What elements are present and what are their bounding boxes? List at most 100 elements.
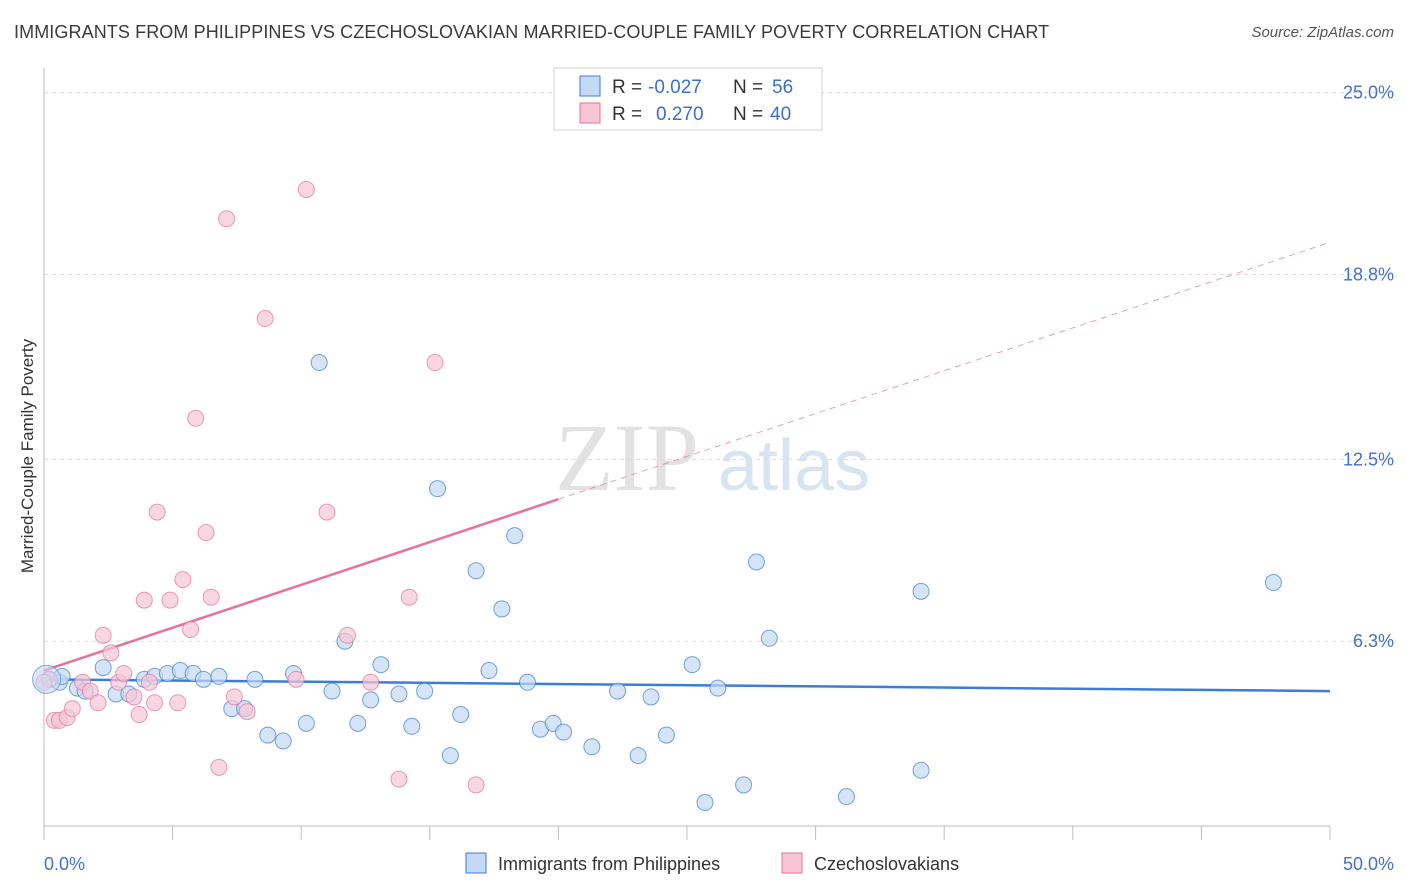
point-pink (210, 758, 228, 776)
point-blue (709, 679, 727, 697)
point-blue (372, 656, 390, 674)
legend-r-value-2: 0.270 (656, 104, 704, 125)
point-pink (89, 694, 107, 712)
point-pink (135, 591, 153, 609)
point-blue (246, 670, 264, 688)
point-blue (837, 788, 855, 806)
legend-r-value-1: -0.027 (648, 77, 702, 98)
point-pink (287, 670, 305, 688)
point-pink (390, 770, 408, 788)
point-pink (297, 180, 315, 198)
point-pink (318, 503, 336, 521)
point-blue (323, 682, 341, 700)
point-pink (63, 700, 81, 718)
point-blue (259, 726, 277, 744)
point-blue (274, 732, 292, 750)
trend-line-extension-pink (558, 241, 1331, 500)
point-pink (182, 620, 200, 638)
legend-swatch-pink (579, 102, 601, 124)
point-pink (94, 626, 112, 644)
legend-r-label-2: R = (612, 104, 642, 125)
point-blue (629, 747, 647, 765)
point-blue (912, 582, 930, 600)
trend-line-pink (43, 498, 559, 672)
point-blue (696, 794, 714, 812)
point-blue (583, 738, 601, 756)
point-pink (146, 694, 164, 712)
point-blue (480, 662, 498, 680)
watermark-zip: ZIP (555, 404, 699, 511)
point-pink (169, 694, 187, 712)
point-pink (426, 354, 444, 372)
point-pink (81, 682, 99, 700)
point-blue (94, 659, 112, 677)
y-tick-label: 25.0% (1343, 83, 1394, 103)
point-pink (197, 524, 215, 542)
point-cluster-blue (32, 664, 62, 694)
x-tick-label-min: 0.0% (44, 854, 85, 874)
point-blue (683, 656, 701, 674)
point-blue (429, 480, 447, 498)
point-blue (194, 670, 212, 688)
point-pink (140, 673, 158, 691)
point-pink (218, 210, 236, 228)
gridlines (44, 92, 1394, 642)
axes: 6.3% 12.5% 18.8% 25.0% (43, 68, 1394, 840)
point-blue (493, 600, 511, 618)
point-pink (256, 310, 274, 328)
y-tick-label: 18.8% (1343, 265, 1394, 285)
point-pink (202, 588, 220, 606)
point-blue (506, 527, 524, 545)
point-blue (912, 761, 930, 779)
point-blue (760, 629, 778, 647)
series-legend-label-blue: Immigrants from Philippines (498, 854, 720, 874)
point-pink (362, 673, 380, 691)
y-tick-label: 6.3% (1353, 631, 1394, 651)
point-blue (747, 553, 765, 571)
x-tick-label-max: 50.0% (1343, 854, 1394, 874)
legend-n-label-2: N = (733, 104, 763, 125)
point-blue (349, 714, 367, 732)
point-pink (125, 688, 143, 706)
point-blue (519, 673, 537, 691)
chart-title: IMMIGRANTS FROM PHILIPPINES VS CZECHOSLO… (14, 22, 1050, 42)
point-blue (403, 717, 421, 735)
legend-n-value-1: 56 (772, 77, 793, 98)
point-pink (238, 703, 256, 721)
legend-n-label-1: N = (733, 77, 763, 98)
point-pink (148, 503, 166, 521)
watermark-atlas: atlas (718, 426, 870, 506)
point-pink (115, 664, 133, 682)
data-points (32, 180, 1282, 812)
point-blue (310, 354, 328, 372)
point-pink (130, 706, 148, 724)
correlation-legend: R = -0.027 N = 56 R = 0.270 N = 40 (553, 67, 823, 131)
series-legend-swatch-blue (465, 852, 487, 874)
point-blue (642, 688, 660, 706)
point-pink (187, 409, 205, 427)
point-blue (441, 747, 459, 765)
point-blue (390, 685, 408, 703)
point-blue (735, 776, 753, 794)
legend-r-label-1: R = (612, 77, 642, 98)
point-blue (555, 723, 573, 741)
y-tick-label: 12.5% (1343, 449, 1394, 469)
point-pink (400, 588, 418, 606)
source-credit: Source: ZipAtlas.com (1251, 24, 1394, 41)
series-legend-swatch-pink (781, 852, 803, 874)
point-blue (362, 691, 380, 709)
point-blue (467, 562, 485, 580)
series-legend-label-pink: Czechoslovakians (814, 854, 959, 874)
series-legend: Immigrants from Philippines Czechoslovak… (465, 852, 959, 874)
point-blue (1264, 574, 1282, 592)
point-blue (452, 706, 470, 724)
point-pink (225, 688, 243, 706)
point-blue (609, 682, 627, 700)
point-blue (297, 714, 315, 732)
point-blue (210, 667, 228, 685)
point-pink (467, 776, 485, 794)
legend-swatch-blue (579, 75, 601, 97)
point-pink (338, 626, 356, 644)
point-pink (174, 571, 192, 589)
